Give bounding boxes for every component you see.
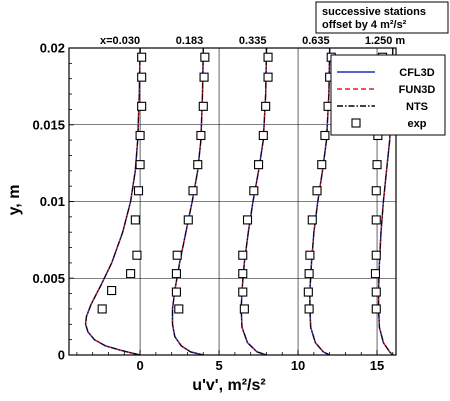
exp-marker [137,101,147,111]
axes-ticks: 0 5 10 15 0 0.005 0.01 0.015 0.02 [32,41,394,373]
annotation-text: successive stations offset by 4 m²/s² [322,6,426,31]
exp-marker [370,269,381,279]
exp-marker [242,215,253,225]
exp-marker [372,160,382,170]
legend-label: FUN3D [399,84,436,96]
x-tick-label: 10 [291,358,305,373]
exp-marker [171,269,181,279]
exp-marker [263,72,273,82]
station-label: x=0.030 [100,35,140,47]
exp-marker [320,130,330,141]
nts-line-station-3 [309,47,331,356]
exp-marker [239,304,249,314]
legend-entry-cfl3d: CFL3D [337,67,435,79]
exp-marker [307,215,317,225]
exp-marker [107,285,117,296]
exp-marker [238,250,248,260]
exp-marker [174,304,184,314]
x-tick-label: 5 [215,358,222,373]
exp-marker [172,250,182,260]
exp-marker [254,160,264,170]
exp-marker [263,52,273,62]
legend-label: exp [408,118,427,130]
legend-exp-marker [351,118,361,128]
exp-marker [135,130,145,141]
legend-entry-exp: exp [351,118,427,130]
exp-marker [371,215,381,225]
y-tick-label: 0.01 [40,194,65,209]
exp-marker [135,160,145,170]
x-axis-title: u'v', m²/s² [192,377,265,394]
station-label: 0.335 [239,35,267,47]
exp-marker [199,72,209,82]
nts-line-station-2 [240,47,267,356]
exp-marker [238,287,248,297]
exp-marker [183,215,193,225]
exp-marker [371,304,381,314]
exp-marker [371,250,381,260]
legend-entry-nts: NTS [337,101,428,113]
x-tick-label: 0 [136,358,143,373]
exp-marker [317,160,327,170]
exp-marker [305,250,315,260]
station-labels: x=0.030 0.183 0.335 0.635 1.250 m [100,35,405,47]
series [84,47,394,356]
legend-label: NTS [406,101,428,113]
legend-entry-fun3d: FUN3D [337,84,435,96]
exp-marker [304,304,314,314]
y-tick-label: 0 [58,348,65,363]
exp-marker [132,250,142,260]
exp-marker [238,269,248,279]
y-tick-label: 0.005 [32,271,65,286]
exp-marker [133,186,144,196]
exp-marker [261,101,271,111]
station-label: 0.183 [176,35,204,47]
exp-marker [171,287,181,297]
exp-marker [137,72,147,82]
exp-marker [371,186,381,196]
annotation-box: successive stations offset by 4 m²/s² [315,1,449,34]
exp-marker [137,52,147,62]
y-tick-label: 0.02 [40,41,65,56]
station-label: 0.635 [302,35,330,47]
exp-marker [303,287,313,297]
exp-marker [97,304,107,314]
exp-marker [198,101,208,111]
nts-line-station-4 [378,47,394,356]
x-tick-label: 15 [370,358,384,373]
exp-marker [188,186,198,196]
exp-marker [258,130,268,141]
exp-marker [304,269,314,279]
legend: CFL3D FUN3D NTS exp [330,54,446,136]
exp-marker [126,269,136,279]
station-label: 1.250 m [365,35,406,47]
exp-marker [193,160,203,170]
legend-label: CFL3D [399,67,435,79]
y-tick-label: 0.015 [32,117,65,132]
y-axis-title: y, m [6,185,23,216]
exp-marker [196,130,206,141]
exp-marker [249,186,259,196]
exp-marker [312,186,322,196]
exp-marker [200,52,210,62]
exp-marker [130,215,140,225]
exp-marker [371,287,381,297]
